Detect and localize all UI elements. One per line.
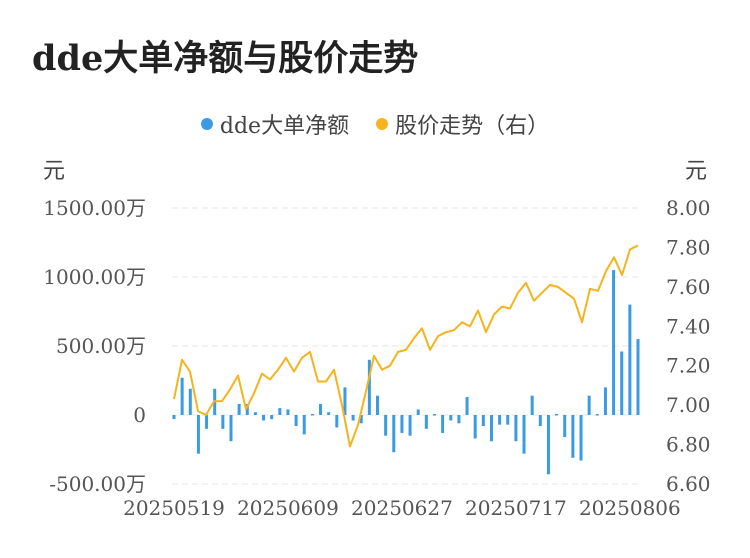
right-tick-label: 7.60 (666, 275, 711, 299)
bar (636, 339, 640, 415)
x-tick-label: 20250627 (351, 496, 453, 520)
left-tick-label: 0 (133, 403, 146, 427)
left-tick-label: 500.00万 (56, 334, 146, 358)
left-tick-label: -500.00万 (49, 472, 146, 496)
chart-legend: dde大单净额 股价走势（右） (0, 108, 750, 140)
bar (359, 415, 363, 424)
left-axis-unit: 元 (43, 159, 65, 184)
bar (555, 414, 559, 416)
bar (400, 415, 404, 433)
bar (514, 415, 518, 442)
bar (343, 387, 347, 415)
x-tick-label: 20250519 (123, 496, 225, 520)
bar (286, 409, 290, 415)
bar (465, 397, 469, 415)
price-line (173, 244, 639, 448)
bar (546, 415, 550, 475)
bar (620, 351, 624, 415)
bar (408, 415, 412, 436)
bar (392, 415, 396, 453)
x-tick-label: 20250806 (579, 496, 681, 520)
bar (449, 415, 453, 421)
bar (367, 359, 371, 415)
bar (278, 408, 282, 415)
right-tick-label: 6.80 (666, 433, 711, 457)
legend-bar-label: dde大单净额 (219, 114, 350, 139)
axes: 元 元 -500.00万 0 500.00万 1000.00万 1500.00万 6.60 6.… (43, 159, 711, 520)
grid-lines (172, 207, 640, 485)
bar (506, 415, 510, 425)
bar (441, 415, 445, 433)
legend-item-bar[interactable]: dde大单净额 (200, 108, 350, 140)
legend-line-label: 股价走势（右） (395, 114, 550, 139)
bar (351, 415, 355, 421)
bar (196, 415, 200, 454)
bar (530, 395, 534, 415)
left-tick-label: 1000.00万 (43, 265, 146, 289)
bar (327, 412, 331, 415)
bar (237, 403, 241, 415)
bar (302, 415, 306, 435)
line-series (173, 244, 639, 448)
bar (498, 415, 502, 425)
bar (205, 415, 209, 429)
bar (595, 414, 599, 416)
bar (262, 415, 266, 421)
bar (188, 388, 192, 415)
right-tick-label: 7.00 (666, 393, 711, 417)
bar (180, 377, 184, 415)
legend-bar-marker (200, 118, 213, 130)
bar-series (172, 270, 640, 475)
legend-item-line[interactable]: 股价走势（右） (376, 108, 549, 140)
bar (579, 415, 583, 461)
bar (571, 415, 575, 458)
right-axis-unit: 元 (685, 159, 707, 184)
bar (424, 415, 428, 429)
bar (245, 403, 249, 415)
right-tick-label: 7.40 (666, 314, 711, 338)
right-tick-label: 8.00 (666, 196, 711, 220)
bar (587, 395, 591, 415)
right-tick-label: 7.80 (666, 235, 711, 259)
bar (270, 415, 274, 420)
bar (563, 415, 567, 438)
right-tick-label: 7.20 (666, 354, 711, 378)
bar (221, 415, 225, 429)
bar (319, 403, 323, 415)
bar (473, 415, 477, 439)
bar (628, 304, 632, 415)
bar (310, 414, 314, 416)
bar (376, 395, 380, 415)
bar (538, 415, 542, 427)
bar (432, 414, 436, 416)
bar (457, 415, 461, 424)
bar (612, 270, 616, 415)
bar (522, 415, 526, 454)
bar (416, 409, 420, 415)
bar (172, 415, 176, 420)
right-tick-label: 6.60 (666, 472, 711, 496)
legend-line-marker (376, 118, 389, 130)
bar (384, 415, 388, 436)
bar (294, 415, 298, 427)
bar (335, 415, 339, 428)
bar (253, 412, 257, 415)
bar (481, 415, 485, 427)
chart-title: dde大单净额与股价走势 (32, 38, 419, 79)
bar (489, 415, 493, 442)
x-tick-label: 20250609 (237, 496, 339, 520)
bar (229, 415, 233, 442)
bar (603, 387, 607, 415)
x-tick-label: 20250717 (465, 496, 567, 520)
left-tick-label: 1500.00万 (43, 196, 146, 220)
